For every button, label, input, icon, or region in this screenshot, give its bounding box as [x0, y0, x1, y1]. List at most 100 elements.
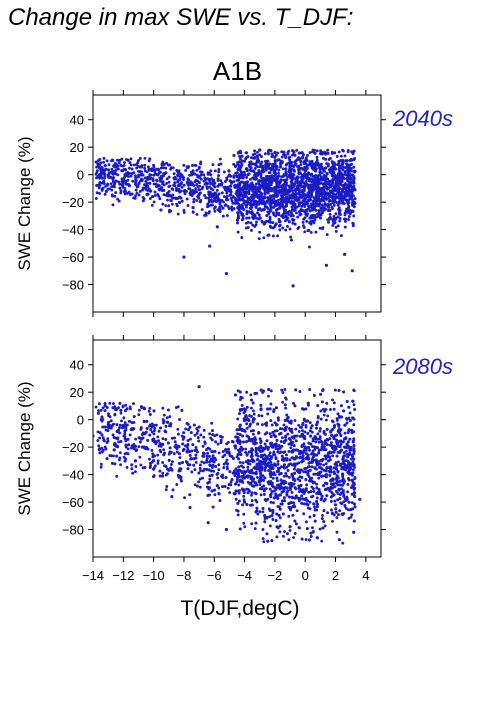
scatter-point — [322, 520, 326, 523]
scatter-point — [280, 155, 284, 159]
scatter-point — [157, 429, 161, 433]
scatter-point — [266, 480, 270, 484]
scatter-point — [238, 157, 242, 161]
scatter-point — [337, 201, 341, 205]
scatter-point — [278, 220, 282, 224]
scatter-point — [198, 477, 202, 481]
scatter-point — [348, 159, 352, 162]
scatter-point — [102, 156, 106, 160]
scatter-point — [124, 409, 127, 413]
scatter-point — [223, 180, 227, 183]
scatter-point — [349, 176, 353, 180]
scatter-point — [270, 178, 273, 182]
scatter-point — [281, 199, 285, 203]
scatter-point — [262, 236, 266, 240]
scatter-point — [168, 184, 172, 188]
scatter-point — [284, 434, 288, 438]
scatter-point — [286, 489, 290, 493]
scatter-point — [240, 203, 244, 207]
scatter-point — [341, 490, 345, 494]
scatter-point — [308, 151, 312, 155]
scatter-point — [250, 452, 254, 456]
scatter-point — [178, 190, 182, 194]
scatter-point — [196, 429, 200, 433]
scatter-point — [305, 483, 309, 487]
scatter-point — [156, 435, 160, 439]
scatter-point — [222, 185, 226, 189]
scatter-point — [193, 163, 197, 167]
scatter-point — [333, 167, 338, 171]
scatter-point — [315, 505, 319, 509]
scatter-point — [235, 477, 239, 481]
scatter-point — [109, 419, 113, 423]
scatter-point — [291, 284, 295, 288]
scatter-point — [120, 168, 124, 173]
scatter-point — [305, 219, 309, 223]
scatter-point — [331, 187, 335, 191]
scatter-point — [197, 425, 201, 429]
scatter-point — [311, 208, 315, 212]
scatter-point — [236, 489, 240, 493]
scatter-point — [249, 221, 253, 225]
scatter-point — [319, 149, 323, 153]
scatter-point — [216, 178, 220, 182]
scatter-point — [268, 224, 272, 228]
scatter-point — [134, 177, 138, 181]
y-tick-label: 40 — [70, 113, 84, 128]
scatter-point — [329, 191, 332, 195]
scatter-point — [175, 204, 179, 208]
scatter-point — [177, 445, 181, 449]
scatter-point — [345, 421, 349, 425]
scatter-point — [186, 439, 190, 443]
scatter-point — [337, 388, 341, 392]
scatter-point — [212, 207, 216, 210]
scatter-point — [312, 393, 316, 397]
scatter-point — [306, 166, 309, 170]
scatter-point — [243, 159, 247, 163]
scatter-point — [277, 168, 281, 172]
scatter-point — [98, 431, 102, 435]
scatter-point — [352, 194, 355, 198]
scatter-point — [278, 223, 282, 227]
scatter-point — [148, 168, 151, 172]
scatter-point — [202, 173, 206, 177]
scatter-point — [127, 166, 131, 170]
scatter-point — [108, 175, 112, 180]
scatter-point — [234, 471, 237, 475]
scatter-point — [293, 404, 297, 408]
scatter-point — [269, 209, 272, 213]
scatter-point — [345, 162, 348, 166]
scatter-point — [323, 198, 327, 201]
scatter-point — [258, 510, 262, 514]
scatter-point — [176, 432, 180, 436]
scatter-point — [323, 166, 327, 170]
scatter-point — [285, 413, 289, 417]
scatter-point — [275, 192, 279, 196]
scatter-point — [269, 419, 273, 423]
scatter-point — [113, 462, 117, 466]
scatter-point — [314, 173, 318, 177]
scatter-point — [165, 161, 169, 165]
scatter-point — [255, 500, 259, 504]
scatter-point — [300, 460, 304, 464]
scatter-point — [118, 426, 121, 430]
scatter-point — [338, 509, 342, 513]
scatter-point — [344, 217, 348, 221]
scatter-point — [186, 463, 190, 467]
scatter-point — [278, 507, 282, 511]
scatter-point — [272, 496, 276, 500]
scatter-point — [267, 453, 271, 457]
scatter-point — [284, 167, 288, 171]
scatter-point — [277, 206, 281, 210]
scatter-point — [245, 216, 249, 220]
scatter-point — [119, 189, 123, 193]
scatter-point — [327, 220, 330, 224]
scatter-point — [201, 469, 205, 473]
scatter-point — [274, 153, 278, 157]
scatter-point — [165, 416, 169, 420]
scatter-point — [258, 459, 262, 463]
scatter-point — [194, 187, 198, 190]
scatter-point — [317, 182, 321, 186]
scatter-point — [352, 452, 356, 456]
scatter-point — [282, 151, 286, 155]
